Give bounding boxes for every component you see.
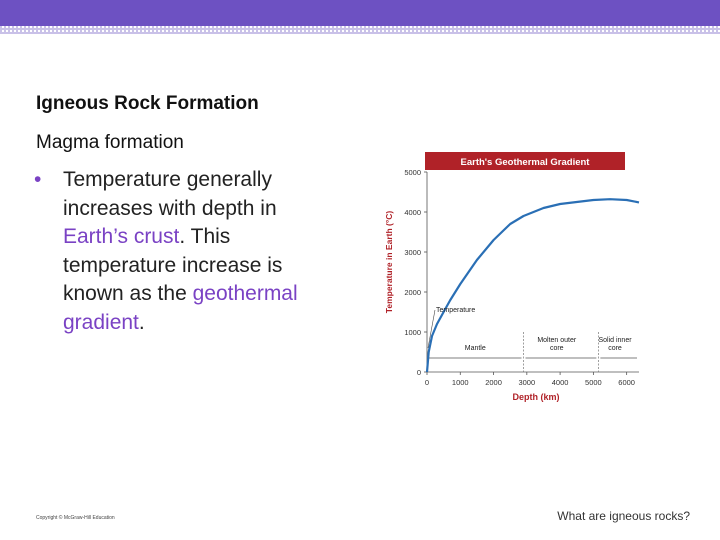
- x-tick-label: 3000: [518, 378, 535, 387]
- copyright-notice: Copyright © McGraw-Hill Education: [36, 515, 115, 521]
- x-tick-label: 0: [425, 378, 429, 387]
- chart-annotation: Molten outer: [537, 337, 577, 344]
- bullet-text-segment: . This temperature increase is known as …: [63, 225, 283, 305]
- slide-title: Igneous Rock Formation: [36, 93, 259, 114]
- footer-question: What are igneous rocks?: [557, 509, 690, 523]
- y-tick-label: 3000: [404, 248, 421, 257]
- top-accent-bar: [0, 0, 720, 26]
- highlighted-term: Earth’s crust: [63, 225, 180, 248]
- geothermal-gradient-chart: Earth's Geothermal Gradient 0 1000 2000 300…: [384, 152, 640, 402]
- x-tick-label: 1000: [452, 378, 469, 387]
- chart-ticks: 0 1000 2000 3000 4000 5000 0 1000 2000 3000 4000 50…: [404, 168, 635, 387]
- temperature-curve: [425, 198, 640, 373]
- x-axis-label: Depth (km): [513, 392, 560, 402]
- chart-annotation: core: [550, 345, 564, 352]
- x-tick-label: 6000: [618, 378, 635, 387]
- chart-regions: [429, 332, 637, 372]
- x-tick-label: 5000: [585, 378, 602, 387]
- chart-annotation: Temperature: [436, 307, 475, 314]
- y-tick-label: 2000: [404, 288, 421, 297]
- bullet-text-segment: Temperature generally increases with dep…: [63, 168, 277, 220]
- chart-annotation: core: [608, 345, 622, 352]
- annotation-leader-line: [427, 309, 436, 349]
- x-tick-label: 4000: [552, 378, 569, 387]
- chart-annotation: Mantle: [465, 345, 486, 352]
- bullet-text-segment: .: [138, 310, 145, 334]
- top-dotted-band: [0, 26, 720, 34]
- chart-annotation: Solid inner: [598, 337, 632, 344]
- bullet-marker: •: [34, 168, 42, 191]
- chart-title-bar: [425, 152, 625, 170]
- x-tick-label: 2000: [485, 378, 502, 387]
- section-heading: Magma formation: [36, 132, 184, 153]
- highlighted-term: geothermal gradient: [63, 282, 298, 334]
- chart-series: [425, 198, 640, 373]
- y-axis-label: Temperature in Earth (°C): [384, 211, 394, 314]
- chart-title: Earth's Geothermal Gradient: [461, 157, 591, 168]
- y-tick-label: 1000: [404, 328, 421, 337]
- y-tick-label: 5000: [404, 168, 421, 177]
- bullet-text: Temperature generally increases with dep…: [36, 166, 346, 337]
- bullet-point: • Temperature generally increases with d…: [34, 166, 346, 337]
- chart-axes: [426, 172, 639, 373]
- y-tick-label: 4000: [404, 208, 421, 217]
- y-tick-label: 0: [417, 368, 421, 377]
